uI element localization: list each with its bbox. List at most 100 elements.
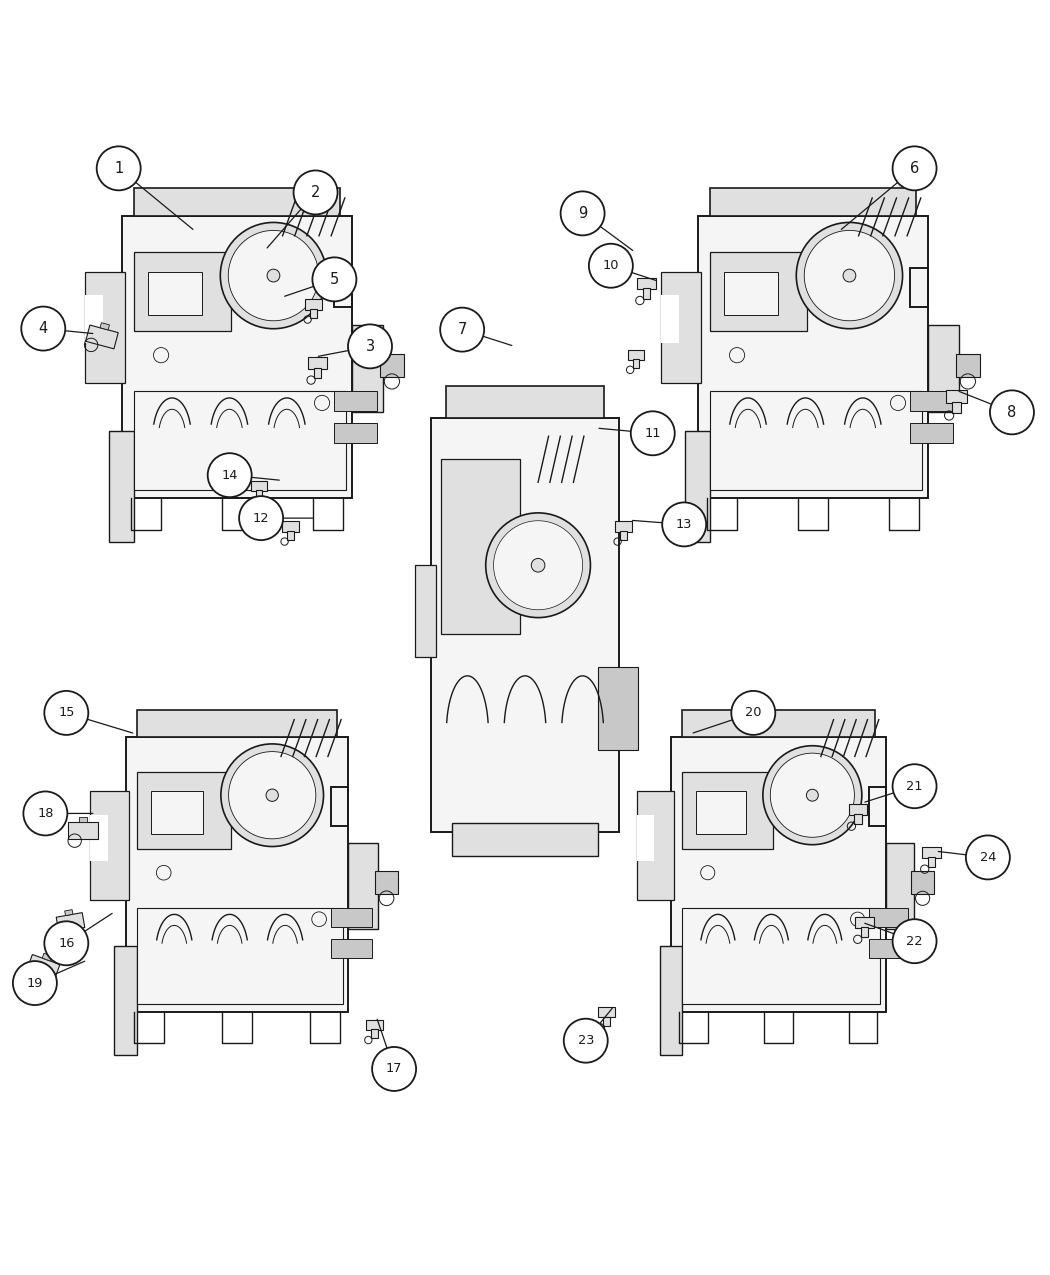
FancyBboxPatch shape — [57, 913, 85, 932]
FancyBboxPatch shape — [861, 927, 868, 937]
FancyBboxPatch shape — [133, 187, 340, 215]
FancyBboxPatch shape — [615, 521, 632, 532]
Text: 3: 3 — [365, 339, 375, 354]
FancyBboxPatch shape — [637, 792, 674, 900]
Text: 16: 16 — [58, 937, 75, 950]
FancyBboxPatch shape — [637, 815, 654, 861]
Circle shape — [494, 520, 583, 609]
Text: 22: 22 — [906, 935, 923, 947]
Circle shape — [348, 324, 392, 368]
FancyBboxPatch shape — [911, 871, 933, 894]
Circle shape — [531, 558, 545, 572]
FancyBboxPatch shape — [710, 251, 806, 332]
FancyBboxPatch shape — [310, 309, 317, 317]
Text: 13: 13 — [676, 518, 692, 530]
Circle shape — [763, 746, 862, 845]
Text: 4: 4 — [39, 321, 48, 337]
Circle shape — [267, 269, 280, 282]
FancyBboxPatch shape — [371, 1029, 378, 1038]
Circle shape — [266, 789, 278, 802]
Text: 9: 9 — [578, 205, 587, 221]
FancyBboxPatch shape — [375, 871, 398, 894]
Circle shape — [294, 171, 337, 214]
FancyBboxPatch shape — [334, 423, 377, 442]
FancyBboxPatch shape — [928, 325, 959, 413]
Polygon shape — [697, 215, 928, 499]
FancyBboxPatch shape — [724, 272, 778, 315]
FancyBboxPatch shape — [946, 390, 967, 403]
FancyBboxPatch shape — [90, 792, 128, 900]
FancyBboxPatch shape — [848, 803, 867, 815]
FancyBboxPatch shape — [68, 822, 98, 839]
Circle shape — [892, 919, 937, 963]
FancyBboxPatch shape — [86, 325, 119, 349]
Text: 19: 19 — [26, 977, 43, 989]
FancyBboxPatch shape — [927, 857, 936, 867]
Polygon shape — [126, 737, 349, 1012]
FancyBboxPatch shape — [255, 490, 262, 499]
FancyBboxPatch shape — [309, 357, 328, 368]
Text: 5: 5 — [330, 272, 339, 287]
Text: 6: 6 — [910, 161, 919, 176]
FancyBboxPatch shape — [952, 402, 961, 413]
Circle shape — [771, 754, 855, 838]
FancyBboxPatch shape — [441, 459, 520, 635]
Circle shape — [239, 496, 284, 541]
FancyBboxPatch shape — [353, 325, 383, 413]
Circle shape — [21, 306, 65, 351]
Circle shape — [796, 222, 903, 329]
FancyBboxPatch shape — [686, 431, 710, 542]
Circle shape — [228, 231, 318, 321]
Text: 14: 14 — [222, 469, 238, 482]
Text: 10: 10 — [603, 259, 620, 273]
Circle shape — [731, 691, 775, 734]
Circle shape — [990, 390, 1034, 435]
Circle shape — [804, 231, 895, 321]
FancyBboxPatch shape — [109, 431, 133, 542]
FancyBboxPatch shape — [637, 278, 656, 289]
Circle shape — [806, 789, 818, 801]
FancyBboxPatch shape — [855, 917, 874, 928]
FancyBboxPatch shape — [696, 792, 746, 834]
FancyBboxPatch shape — [910, 423, 952, 442]
FancyBboxPatch shape — [314, 368, 321, 379]
FancyBboxPatch shape — [869, 938, 908, 958]
Circle shape — [589, 244, 633, 288]
Circle shape — [44, 922, 88, 965]
FancyBboxPatch shape — [643, 288, 650, 298]
Text: 18: 18 — [37, 807, 54, 820]
Circle shape — [631, 412, 675, 455]
FancyBboxPatch shape — [598, 667, 637, 750]
Circle shape — [229, 751, 316, 839]
FancyBboxPatch shape — [113, 946, 138, 1054]
Text: 20: 20 — [746, 706, 761, 719]
Circle shape — [220, 222, 327, 329]
Text: 15: 15 — [58, 706, 75, 719]
FancyBboxPatch shape — [910, 391, 952, 411]
Circle shape — [892, 147, 937, 190]
FancyBboxPatch shape — [138, 771, 231, 849]
FancyBboxPatch shape — [138, 908, 342, 1005]
Circle shape — [372, 1047, 416, 1091]
Circle shape — [892, 764, 937, 808]
Circle shape — [44, 691, 88, 734]
Circle shape — [440, 307, 484, 352]
FancyBboxPatch shape — [869, 908, 908, 927]
FancyBboxPatch shape — [133, 251, 231, 332]
Text: 8: 8 — [1007, 405, 1016, 419]
FancyBboxPatch shape — [138, 710, 337, 737]
Circle shape — [561, 191, 605, 236]
FancyBboxPatch shape — [604, 1016, 610, 1026]
FancyBboxPatch shape — [430, 418, 620, 833]
FancyBboxPatch shape — [26, 955, 60, 980]
Text: 17: 17 — [386, 1062, 402, 1075]
FancyBboxPatch shape — [415, 565, 436, 658]
FancyBboxPatch shape — [331, 908, 372, 927]
Circle shape — [23, 792, 67, 835]
FancyBboxPatch shape — [598, 1007, 615, 1017]
FancyBboxPatch shape — [151, 792, 203, 834]
Text: 7: 7 — [458, 323, 467, 337]
FancyBboxPatch shape — [446, 385, 604, 418]
FancyBboxPatch shape — [662, 272, 700, 382]
FancyBboxPatch shape — [365, 1020, 382, 1030]
